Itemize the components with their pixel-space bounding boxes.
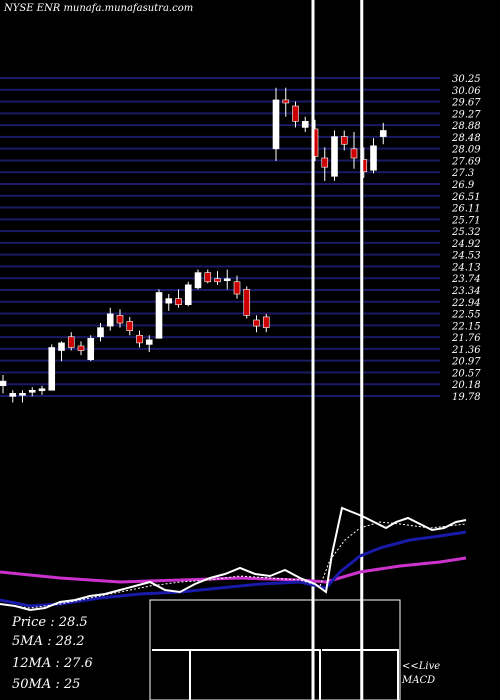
candle-body — [194, 272, 202, 289]
candle-body — [175, 298, 182, 305]
y-tick-label: 19.78 — [452, 392, 481, 403]
candle-body — [204, 272, 212, 283]
candle-body — [370, 145, 377, 171]
candle-body — [340, 136, 348, 145]
y-tick-label: 24.13 — [451, 262, 481, 273]
candle-body — [116, 315, 124, 324]
candle-body — [184, 284, 192, 305]
candle-body — [292, 105, 299, 122]
live-macd-label: <<Live — [402, 661, 441, 672]
y-tick-label: 28.88 — [451, 121, 481, 132]
candle-body — [379, 130, 387, 137]
ma12-line — [0, 530, 467, 608]
candle-body — [145, 339, 153, 345]
ma5-label: 5MA : 28.2 — [12, 634, 85, 649]
macd-panel-frame — [149, 599, 401, 700]
candle-body — [253, 319, 260, 327]
y-tick-label: 22.55 — [451, 310, 481, 321]
y-tick-label: 24.53 — [451, 251, 481, 262]
candle-body — [87, 338, 95, 361]
candle-body — [282, 99, 290, 104]
y-tick-label: 25.71 — [451, 215, 481, 226]
chart-title: NYSE ENR munafa.munafasutra.com — [4, 3, 194, 14]
y-tick-label: 23.74 — [451, 274, 481, 285]
y-tick-label: 22.94 — [451, 298, 481, 309]
y-tick-label: 21.76 — [451, 333, 481, 344]
y-tick-label: 20.57 — [451, 368, 481, 379]
candle-body — [262, 316, 270, 328]
candle-body — [126, 321, 134, 331]
y-tick-label: 26.11 — [451, 204, 481, 215]
candle-body — [0, 380, 7, 386]
moving-average-panel — [0, 506, 467, 612]
y-tick-label: 20.18 — [451, 380, 481, 391]
candle-body — [97, 327, 104, 338]
candle-body — [350, 148, 358, 159]
price-gridlines — [0, 77, 440, 397]
y-tick-label: 29.27 — [451, 109, 481, 120]
candles — [0, 87, 387, 403]
ma12-label: 12MA : 27.6 — [12, 656, 93, 671]
candle-body — [38, 388, 46, 392]
y-tick-label: 28.09 — [451, 145, 481, 156]
candle-body — [77, 345, 85, 351]
candle-body — [58, 342, 65, 351]
candle-body — [214, 278, 221, 283]
macd-label: MACD — [402, 675, 436, 686]
candle-body — [9, 393, 17, 397]
y-tick-label: 27.69 — [451, 156, 481, 167]
y-tick-label: 21.36 — [451, 345, 481, 356]
y-tick-label: 22.15 — [451, 321, 481, 332]
y-tick-label: 27.3 — [451, 168, 474, 179]
candle-body — [165, 298, 173, 304]
y-tick-label: 20.97 — [451, 357, 481, 368]
price-label: Price : 28.5 — [12, 615, 88, 630]
candle-body — [321, 157, 329, 168]
candle-body — [67, 336, 75, 348]
y-tick-label: 29.67 — [451, 98, 481, 109]
candle-body — [233, 281, 241, 295]
ma5-line — [0, 521, 467, 609]
candle-body — [155, 292, 163, 339]
candle-body — [28, 389, 36, 393]
macd-lines — [152, 649, 399, 700]
candle-body — [223, 278, 231, 282]
candle-body — [272, 99, 280, 150]
y-tick-label: 26.51 — [451, 192, 481, 203]
candle-body — [331, 136, 338, 177]
candle-body — [301, 121, 309, 128]
candle-body — [106, 313, 114, 327]
ma50-line — [0, 556, 467, 584]
marker-lines — [311, 0, 364, 700]
candle-body — [243, 289, 251, 316]
ma50-label: 50MA : 25 — [12, 677, 81, 692]
candle-body — [136, 334, 143, 344]
price-axis-ticks: 30.2530.0629.6729.2728.8828.4828.0927.69… — [451, 74, 481, 403]
y-tick-label: 30.06 — [452, 86, 481, 97]
y-tick-label: 24.92 — [451, 239, 481, 250]
y-tick-label: 26.9 — [451, 180, 475, 191]
candle-body — [48, 347, 56, 391]
y-tick-label: 28.48 — [451, 133, 481, 144]
candle-body — [19, 393, 26, 396]
y-tick-label: 23.34 — [451, 286, 481, 297]
y-tick-label: 30.25 — [452, 74, 481, 85]
price-line — [0, 506, 467, 612]
y-tick-label: 25.32 — [451, 227, 481, 238]
